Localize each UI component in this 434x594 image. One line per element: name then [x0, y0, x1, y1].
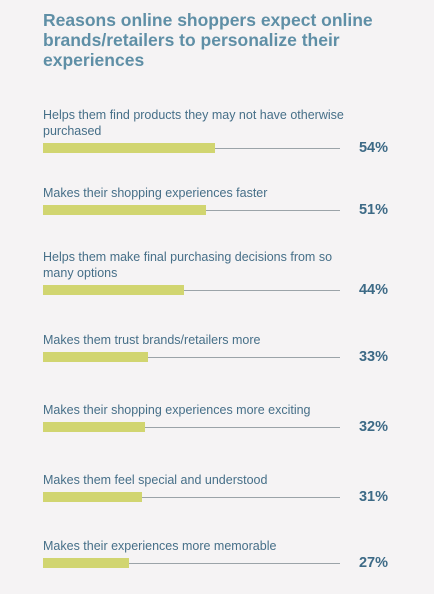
bar-track — [43, 563, 340, 564]
bar-track — [43, 427, 340, 428]
bar-item: Makes their experiences more memorable 27… — [43, 538, 390, 571]
bar — [43, 492, 142, 502]
bar-item: Helps them find products they may not ha… — [43, 107, 390, 156]
chart-title: Reasons online shoppers expect online br… — [43, 10, 373, 70]
value-label: 31% — [358, 489, 388, 505]
bar-track — [43, 357, 340, 358]
bar-label: Helps them find products they may not ha… — [43, 108, 344, 138]
value-label: 27% — [358, 555, 388, 571]
bar-label: Makes their shopping experiences faster — [43, 186, 268, 200]
bar — [43, 422, 145, 432]
bar — [43, 352, 148, 362]
value-label: 54% — [358, 140, 388, 156]
value-label: 33% — [358, 349, 388, 365]
bar-label: Makes their shopping experiences more ex… — [43, 403, 311, 417]
bar — [43, 285, 184, 295]
bar-item: Helps them make final purchasing decisio… — [43, 249, 390, 298]
bar-track — [43, 497, 340, 498]
bar-item: Makes them trust brands/retailers more 33… — [43, 332, 390, 365]
bar — [43, 143, 215, 153]
bar — [43, 205, 206, 215]
bar — [43, 558, 129, 568]
bar-item: Makes their shopping experiences faster 5… — [43, 185, 390, 218]
value-label: 51% — [358, 202, 388, 218]
bar-label: Makes them trust brands/retailers more — [43, 333, 261, 347]
bar-label: Helps them make final purchasing decisio… — [43, 250, 333, 280]
value-label: 44% — [358, 282, 388, 298]
bar-label: Makes them feel special and understood — [43, 473, 268, 487]
bar-item: Makes them feel special and understood 31… — [43, 472, 390, 505]
bar-item: Makes their shopping experiences more ex… — [43, 402, 390, 435]
bar-label: Makes their experiences more memorable — [43, 539, 277, 553]
bar-track — [43, 290, 340, 291]
value-label: 32% — [358, 419, 388, 435]
